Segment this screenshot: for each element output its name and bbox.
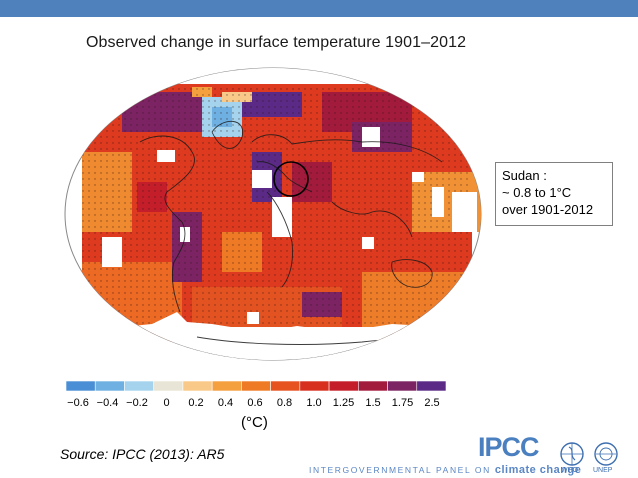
legend-tick-label: 1.0 bbox=[306, 397, 322, 409]
legend-tick-label: 0.4 bbox=[217, 397, 234, 409]
legend-tick-label: −0.6 bbox=[67, 397, 89, 409]
legend-color-box bbox=[94, 380, 125, 392]
source-citation: Source: IPCC (2013): AR5 bbox=[60, 446, 225, 462]
legend-color-box bbox=[153, 380, 184, 392]
map-title: Observed change in surface temperature 1… bbox=[86, 34, 467, 51]
legend-color-box bbox=[211, 380, 242, 392]
who-emblem-icon bbox=[560, 442, 584, 466]
annotation-line-3: over 1901-2012 bbox=[502, 202, 594, 217]
ipcc-tagline-suffix: climate change bbox=[494, 464, 582, 476]
ipcc-tagline-prefix: INTERGOVERNMENTAL PANEL ON bbox=[309, 465, 491, 475]
unep-emblem-icon bbox=[594, 442, 618, 466]
ipcc-logo: IPCC bbox=[478, 432, 540, 462]
legend-color-box bbox=[241, 380, 271, 392]
legend-color-box bbox=[270, 380, 301, 392]
legend-tick-label: −0.4 bbox=[96, 397, 119, 409]
legend-tick-label: 1.5 bbox=[365, 397, 381, 409]
legend-tick-label: 2.5 bbox=[424, 397, 440, 409]
header-bar bbox=[0, 0, 638, 17]
sudan-highlight-circle bbox=[273, 161, 309, 197]
legend-tick-label: 0.8 bbox=[276, 397, 293, 409]
unep-label: UNEP bbox=[593, 467, 613, 474]
legend-tick-label: 1.25 bbox=[332, 397, 355, 409]
legend-unit: (°C) bbox=[241, 414, 268, 431]
ipcc-tagline: INTERGOVERNMENTAL PANEL ON climate chang… bbox=[309, 464, 581, 476]
legend-color-box bbox=[299, 380, 330, 392]
legend-color-box bbox=[328, 380, 359, 392]
color-legend bbox=[65, 380, 447, 392]
annotation-line-1: Sudan : bbox=[502, 168, 547, 183]
legend-tick-label: 0.6 bbox=[247, 397, 263, 409]
legend-tick-label: 1.75 bbox=[391, 397, 414, 409]
legend-color-box bbox=[416, 380, 447, 392]
who-label: WHO bbox=[561, 467, 579, 474]
legend-color-box bbox=[387, 380, 418, 392]
temperature-map bbox=[64, 67, 482, 361]
legend-tick-label: −0.2 bbox=[126, 397, 148, 409]
legend-tick-label: 0 bbox=[163, 397, 170, 409]
legend-ticks: −0.6 −0.4 −0.2 0 0.2 0.4 0.6 0.8 1.0 1.25 1.5 1.75 2… bbox=[62, 397, 462, 411]
legend-color-box bbox=[65, 380, 96, 392]
legend-color-box bbox=[124, 380, 154, 392]
legend-color-box bbox=[358, 380, 388, 392]
legend-tick-label: 0.2 bbox=[188, 397, 204, 409]
sudan-annotation-box: Sudan : ~ 0.8 to 1°C over 1901-2012 bbox=[495, 162, 613, 226]
annotation-line-2: ~ 0.8 to 1°C bbox=[502, 185, 572, 200]
legend-color-box bbox=[182, 380, 213, 392]
